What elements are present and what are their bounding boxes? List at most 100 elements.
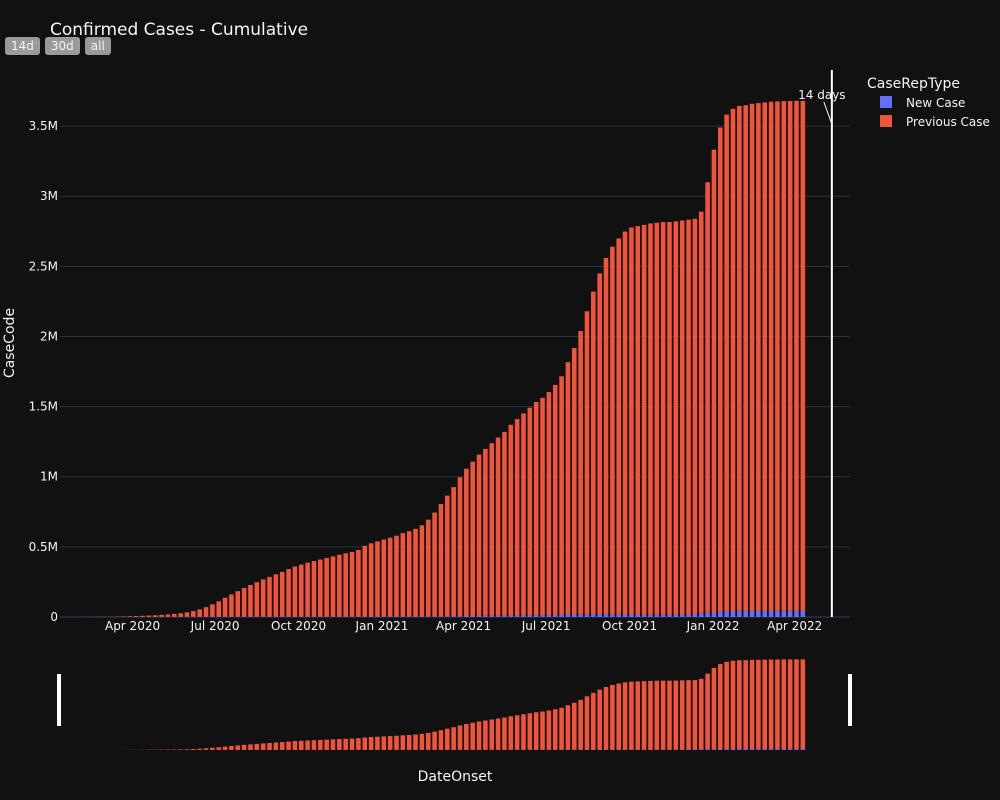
bar-new-case[interactable] (737, 610, 742, 617)
bar-new-case[interactable] (787, 610, 793, 617)
bar-previous-case[interactable] (387, 537, 393, 617)
bar-previous-case[interactable] (584, 311, 590, 615)
bar-new-case[interactable] (489, 615, 495, 617)
bar-new-case[interactable] (419, 616, 425, 617)
bar-new-case[interactable] (476, 615, 482, 617)
bar-previous-case[interactable] (216, 601, 222, 617)
bar-previous-case[interactable] (502, 431, 507, 616)
bar-previous-case[interactable] (749, 103, 755, 611)
bar-new-case[interactable] (546, 615, 552, 617)
bar-new-case[interactable] (451, 616, 456, 617)
range-slider[interactable] (57, 648, 852, 752)
bar-new-case[interactable] (794, 610, 799, 617)
bar-new-case[interactable] (660, 614, 666, 617)
bar-new-case[interactable] (470, 615, 475, 617)
bar-previous-case[interactable] (654, 222, 660, 615)
bar-new-case[interactable] (667, 614, 672, 617)
bar-previous-case[interactable] (667, 222, 672, 615)
bar-new-case[interactable] (698, 612, 704, 617)
bar-previous-case[interactable] (692, 218, 698, 615)
bar-previous-case[interactable] (178, 613, 183, 617)
legend-item-new-case[interactable]: New Case (880, 96, 965, 110)
bar-previous-case[interactable] (775, 101, 780, 611)
bar-previous-case[interactable] (730, 108, 736, 611)
bar-previous-case[interactable] (368, 543, 374, 617)
bar-new-case[interactable] (584, 614, 590, 617)
bar-previous-case[interactable] (673, 221, 679, 615)
bar-previous-case[interactable] (394, 535, 399, 617)
bar-new-case[interactable] (762, 610, 768, 617)
bar-new-case[interactable] (495, 615, 501, 617)
bar-previous-case[interactable] (451, 487, 456, 617)
bar-previous-case[interactable] (197, 609, 202, 617)
bar-previous-case[interactable] (400, 533, 406, 617)
range-slider-right-handle[interactable] (848, 674, 852, 726)
bar-new-case[interactable] (800, 610, 806, 617)
bar-previous-case[interactable] (318, 559, 323, 617)
bar-previous-case[interactable] (152, 615, 158, 617)
bar-previous-case[interactable] (298, 564, 304, 617)
bar-new-case[interactable] (705, 612, 710, 617)
range-button-14d[interactable]: 14d (5, 37, 40, 55)
bar-previous-case[interactable] (121, 616, 126, 617)
bar-previous-case[interactable] (445, 495, 450, 617)
bar-new-case[interactable] (616, 614, 621, 617)
bar-new-case[interactable] (692, 614, 698, 617)
bar-previous-case[interactable] (324, 557, 329, 617)
bar-previous-case[interactable] (616, 238, 621, 615)
bar-new-case[interactable] (768, 610, 774, 617)
bar-new-case[interactable] (502, 615, 507, 617)
bar-previous-case[interactable] (413, 528, 418, 617)
bar-previous-case[interactable] (724, 114, 729, 612)
bar-previous-case[interactable] (527, 407, 533, 616)
bar-previous-case[interactable] (679, 220, 685, 615)
bar-previous-case[interactable] (229, 594, 234, 617)
bar-previous-case[interactable] (635, 226, 641, 615)
bar-previous-case[interactable] (457, 477, 463, 617)
bar-new-case[interactable] (718, 611, 723, 617)
bar-previous-case[interactable] (438, 504, 444, 617)
bar-previous-case[interactable] (337, 554, 342, 617)
bar-previous-case[interactable] (406, 531, 412, 617)
bar-new-case[interactable] (673, 614, 679, 617)
bar-previous-case[interactable] (159, 614, 164, 617)
bar-new-case[interactable] (743, 610, 748, 617)
bar-previous-case[interactable] (559, 376, 564, 615)
bar-previous-case[interactable] (133, 616, 139, 617)
bar-new-case[interactable] (730, 610, 736, 617)
bar-new-case[interactable] (571, 614, 577, 617)
bar-previous-case[interactable] (165, 614, 171, 617)
bar-new-case[interactable] (432, 616, 437, 617)
bar-previous-case[interactable] (241, 587, 247, 617)
bar-new-case[interactable] (464, 616, 469, 617)
bar-previous-case[interactable] (127, 616, 133, 617)
bar-new-case[interactable] (756, 610, 761, 617)
bar-new-case[interactable] (635, 614, 641, 617)
bar-previous-case[interactable] (362, 545, 368, 617)
bar-previous-case[interactable] (171, 613, 177, 617)
bar-new-case[interactable] (749, 610, 755, 617)
bar-previous-case[interactable] (698, 211, 704, 613)
bar-previous-case[interactable] (330, 556, 336, 617)
bar-new-case[interactable] (711, 612, 717, 617)
bar-previous-case[interactable] (210, 604, 215, 617)
bar-previous-case[interactable] (718, 127, 723, 612)
bar-previous-case[interactable] (597, 273, 602, 615)
bar-previous-case[interactable] (794, 100, 799, 611)
bar-previous-case[interactable] (476, 454, 482, 616)
bar-previous-case[interactable] (686, 219, 691, 615)
bar-new-case[interactable] (578, 614, 583, 617)
bar-previous-case[interactable] (483, 448, 488, 616)
bar-new-case[interactable] (565, 614, 571, 617)
bar-previous-case[interactable] (260, 579, 266, 617)
bar-new-case[interactable] (679, 614, 685, 617)
bar-previous-case[interactable] (711, 149, 717, 613)
bar-previous-case[interactable] (286, 569, 291, 617)
bar-new-case[interactable] (597, 614, 602, 617)
bar-previous-case[interactable] (781, 101, 787, 611)
bar-new-case[interactable] (591, 614, 596, 617)
bar-previous-case[interactable] (578, 331, 583, 615)
bar-previous-case[interactable] (660, 222, 666, 615)
bar-new-case[interactable] (552, 614, 558, 617)
bar-new-case[interactable] (629, 614, 634, 617)
